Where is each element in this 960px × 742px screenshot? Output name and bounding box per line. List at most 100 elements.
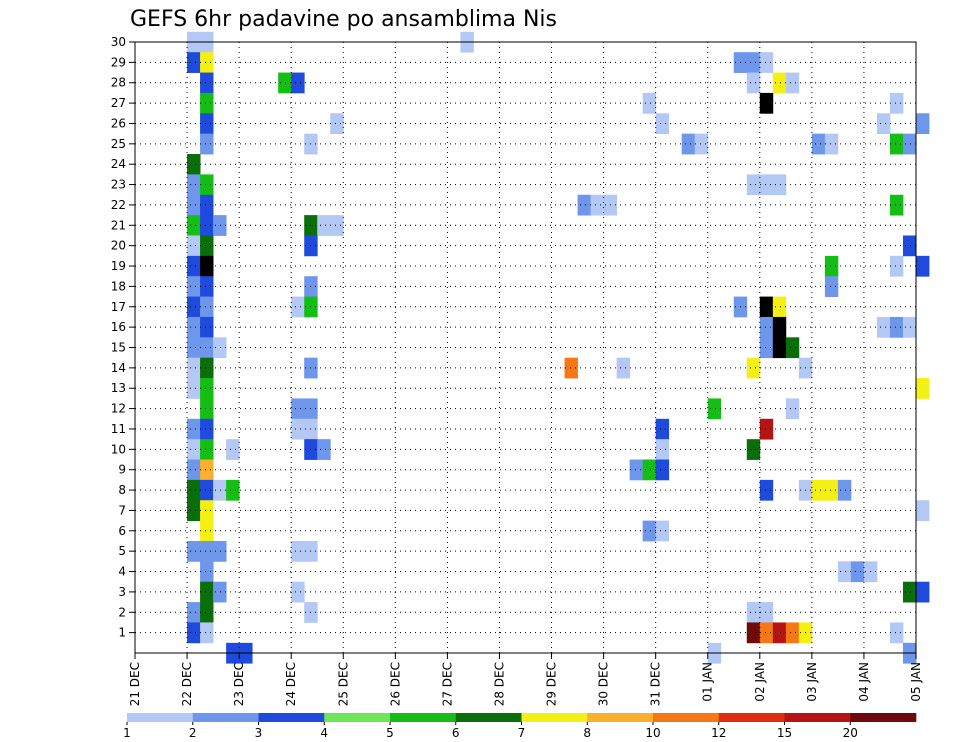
heatmap-cell — [200, 540, 214, 562]
heatmap-cell — [785, 72, 800, 94]
heatmap-cell — [707, 398, 722, 420]
heatmap-cell — [200, 398, 214, 420]
heatmap-cell — [200, 378, 214, 399]
legend-swatch — [390, 713, 457, 722]
heatmap-cell — [772, 174, 787, 196]
heatmap-cell — [200, 92, 214, 114]
heatmap-cell — [187, 174, 201, 196]
legend-swatch — [653, 713, 720, 722]
legend-swatch — [324, 713, 391, 722]
heatmap-cell — [330, 215, 344, 236]
legend-label: 5 — [386, 726, 394, 740]
heatmap-cell — [824, 479, 839, 501]
y-axis-ticks: 1234567891011121314151617181920212223242… — [111, 35, 135, 640]
x-axis-ticks: 21 DEC 22 DEC 23 DEC 24 DEC 25 DEC 26 DEC 27 D… — [128, 653, 923, 706]
x-tick-label: 24 DEC — [284, 662, 298, 706]
gridlines — [135, 41, 916, 653]
y-tick-label: 10 — [111, 442, 126, 456]
legend-label: 15 — [777, 726, 792, 740]
heatmap-cell — [655, 439, 670, 460]
heatmap-cell — [902, 133, 917, 155]
heatmap-cell — [200, 622, 214, 644]
heatmap-cell — [759, 52, 774, 73]
heatmap-cell — [291, 540, 305, 562]
heatmap-cell — [187, 459, 201, 481]
heatmap-cell — [317, 215, 331, 236]
y-tick-label: 9 — [118, 463, 126, 477]
y-tick-label: 30 — [111, 35, 126, 49]
heatmap-cell — [200, 113, 214, 135]
heatmap-cell — [187, 296, 201, 318]
heatmap-cell — [187, 215, 201, 236]
heatmap-cells — [187, 31, 930, 664]
heatmap-cell — [200, 439, 214, 460]
y-tick-label: 4 — [118, 565, 126, 579]
heatmap-cell — [785, 337, 800, 359]
legend-label: 1 — [123, 726, 131, 740]
y-tick-label: 25 — [111, 137, 126, 151]
heatmap-cell — [746, 602, 761, 623]
legend-swatch — [718, 713, 785, 722]
heatmap-cell — [642, 459, 657, 481]
heatmap-cell — [811, 479, 826, 501]
heatmap-cell — [187, 337, 201, 359]
x-tick-label: 29 DEC — [545, 662, 559, 706]
heatmap-cell — [655, 418, 670, 440]
heatmap-cell — [655, 113, 670, 135]
heatmap-cell — [200, 561, 214, 583]
legend-label: 12 — [711, 726, 726, 740]
y-tick-label: 15 — [111, 341, 126, 355]
heatmap-cell — [187, 316, 201, 338]
heatmap-cell — [902, 316, 917, 338]
heatmap-cell — [785, 398, 800, 420]
x-tick-label: 03 JAN — [805, 662, 819, 702]
heatmap-cell — [200, 520, 214, 542]
heatmap-cell — [200, 174, 214, 196]
heatmap-cell — [655, 520, 670, 542]
heatmap-cell — [200, 418, 214, 440]
heatmap-cell — [187, 154, 201, 175]
legend-swatch — [258, 713, 325, 722]
y-tick-label: 16 — [111, 320, 126, 334]
heatmap-cell — [629, 459, 644, 481]
heatmap-cell — [200, 276, 214, 297]
y-tick-label: 12 — [111, 402, 126, 416]
x-tick-label: 01 JAN — [701, 662, 715, 702]
heatmap-cell — [837, 479, 852, 501]
heatmap-cell — [824, 276, 839, 297]
heatmap-cell — [759, 602, 774, 623]
heatmap-cell — [759, 337, 774, 359]
y-tick-label: 13 — [111, 381, 126, 395]
heatmap-cell — [213, 581, 227, 603]
heatmap-cell — [330, 113, 344, 135]
heatmap-cell — [746, 357, 761, 379]
heatmap-cell — [213, 479, 227, 501]
x-tick-label: 22 DEC — [180, 662, 194, 706]
heatmap-cell — [824, 133, 839, 155]
heatmap-cell — [187, 255, 201, 277]
heatmap-cell — [655, 459, 670, 481]
heatmap-cell — [291, 418, 305, 440]
y-tick-label: 6 — [118, 524, 126, 538]
heatmap-cell — [681, 133, 696, 155]
heatmap-cell — [278, 72, 292, 94]
legend-label: 8 — [583, 726, 591, 740]
chart-title: GEFS 6hr padavine po ansamblima Nis — [130, 7, 557, 32]
heatmap-cell — [889, 92, 904, 114]
heatmap-cell — [759, 418, 774, 440]
heatmap-cell — [291, 398, 305, 420]
legend-label: 7 — [518, 726, 526, 740]
heatmap-cell — [759, 296, 774, 318]
heatmap-cell — [187, 418, 201, 440]
heatmap-cell — [759, 622, 774, 644]
legend-label: 2 — [189, 726, 197, 740]
heatmap-cell — [291, 581, 305, 603]
heatmap-cell — [200, 235, 214, 257]
heatmap-cell — [187, 276, 201, 297]
heatmap-cell — [811, 133, 826, 155]
heatmap-cell — [213, 540, 227, 562]
heatmap-cell — [876, 113, 891, 135]
x-tick-label: 05 JAN — [909, 662, 923, 702]
y-tick-label: 29 — [111, 55, 126, 69]
